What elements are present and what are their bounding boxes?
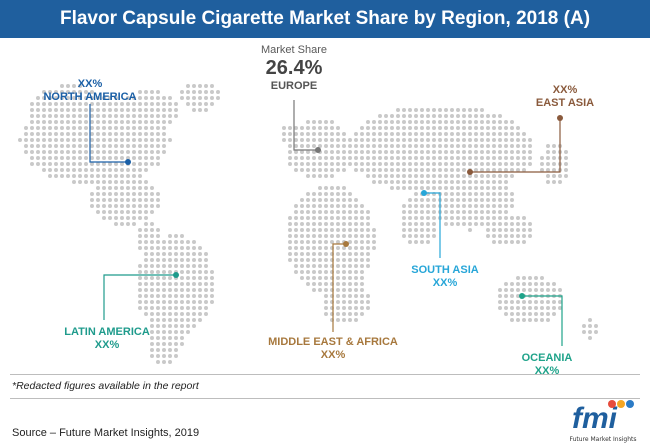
leader-oceania bbox=[522, 295, 563, 346]
leader-east-asia bbox=[470, 118, 561, 173]
region-middle-east-africa: MIDDLE EAST & AFRICA XX% bbox=[258, 336, 408, 362]
marker-east-asia-end bbox=[467, 169, 473, 175]
europe-share-label: Market Share bbox=[260, 44, 328, 56]
oceania-value: XX% bbox=[534, 365, 560, 377]
marker-latin-america bbox=[173, 272, 179, 278]
middle-east-africa-name: MIDDLE EAST & AFRICA bbox=[268, 336, 398, 348]
fmi-logo: fmi bbox=[572, 400, 634, 435]
marker-east-asia bbox=[557, 115, 563, 121]
marker-south-asia bbox=[421, 190, 427, 196]
page-title: Flavor Capsule Cigarette Market Share by… bbox=[59, 8, 591, 29]
leader-lines bbox=[89, 100, 563, 346]
divider-bottom bbox=[10, 398, 640, 399]
oceania-name: OCEANIA bbox=[521, 352, 573, 364]
south-asia-name: SOUTH ASIA bbox=[411, 264, 479, 276]
east-asia-value: XX% bbox=[552, 84, 578, 96]
title-bar: Flavor Capsule Cigarette Market Share by… bbox=[0, 0, 650, 38]
world-dot-map bbox=[18, 84, 598, 364]
leader-latin-america bbox=[103, 274, 176, 320]
latin-america-name: LATIN AMERICA bbox=[64, 326, 150, 338]
marker-europe bbox=[315, 147, 321, 153]
europe-callout: Market Share 26.4% EUROPE bbox=[254, 44, 334, 93]
middle-east-africa-value: XX% bbox=[320, 349, 346, 361]
leader-north-america bbox=[89, 104, 128, 163]
region-south-asia: SOUTH ASIA XX% bbox=[400, 264, 490, 290]
north-america-value: XX% bbox=[77, 78, 103, 90]
leader-south-asia bbox=[424, 192, 441, 258]
fmi-logo-caption: Future Market Insights bbox=[569, 436, 637, 443]
south-asia-value: XX% bbox=[432, 277, 458, 289]
latin-america-value: XX% bbox=[94, 339, 120, 351]
region-north-america: XX% NORTH AMERICA bbox=[40, 78, 140, 104]
region-latin-america: LATIN AMERICA XX% bbox=[48, 326, 166, 352]
marker-middle-east-africa bbox=[343, 241, 349, 247]
divider-top bbox=[10, 374, 640, 375]
marker-oceania bbox=[519, 293, 525, 299]
leader-europe bbox=[293, 100, 318, 151]
source-text: Source – Future Market Insights, 2019 bbox=[12, 427, 200, 439]
europe-share-value: 26.4% bbox=[265, 57, 323, 79]
leader-middle-east-africa bbox=[332, 243, 346, 332]
east-asia-name: EAST ASIA bbox=[535, 97, 595, 109]
map-dots bbox=[18, 84, 598, 364]
north-america-name: NORTH AMERICA bbox=[43, 91, 137, 103]
europe-region-name: EUROPE bbox=[270, 80, 318, 92]
marker-north-america bbox=[125, 159, 131, 165]
region-east-asia: XX% EAST ASIA bbox=[520, 84, 610, 110]
svg-text:fmi: fmi bbox=[572, 402, 618, 435]
redacted-note: *Redacted figures available in the repor… bbox=[12, 380, 199, 392]
